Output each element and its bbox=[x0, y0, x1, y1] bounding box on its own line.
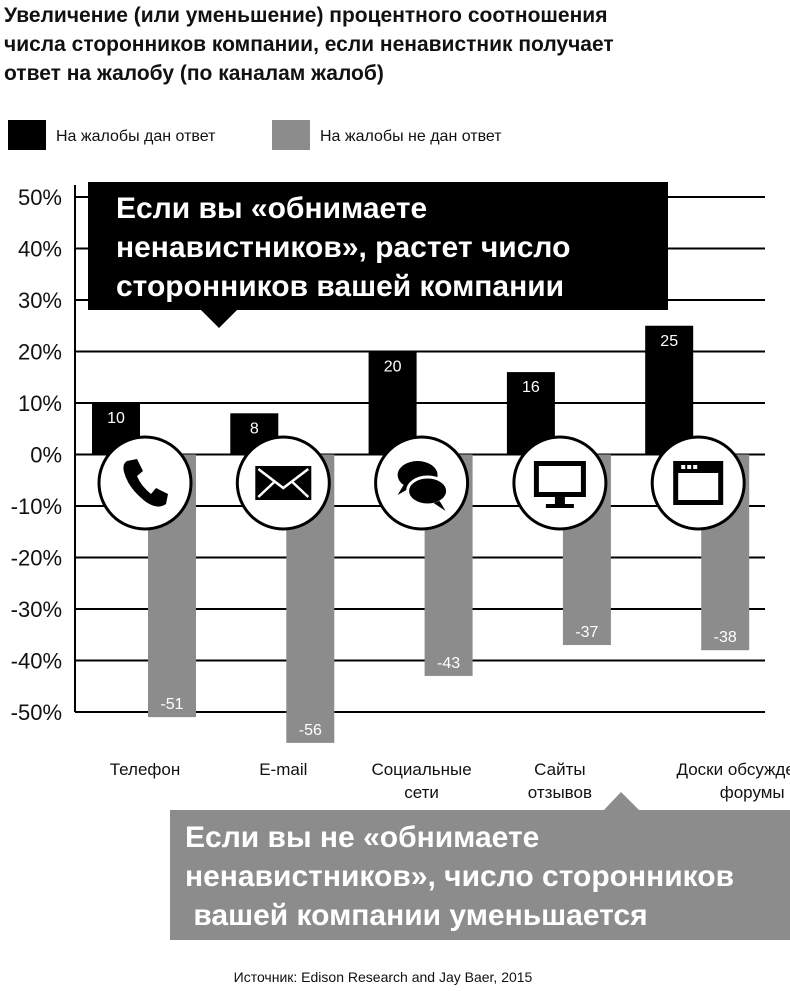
callout-text: Если вы «обнимаете ненавистников», растет… bbox=[116, 192, 570, 303]
icon-part bbox=[693, 465, 698, 469]
x-tick-label: Доски обсуждений/форумы bbox=[677, 760, 790, 802]
value-label: 8 bbox=[250, 420, 259, 437]
y-tick-label: -10% bbox=[11, 494, 62, 519]
callout-box bbox=[170, 810, 790, 940]
icon-part bbox=[433, 501, 446, 511]
x-tick-label: Телефон bbox=[110, 760, 181, 779]
icon-part bbox=[97, 435, 193, 531]
y-tick-label: 50% bbox=[18, 185, 62, 210]
icon-part bbox=[545, 504, 574, 508]
icons bbox=[97, 435, 746, 531]
value-label: 25 bbox=[660, 333, 678, 350]
legend-swatch bbox=[272, 120, 310, 150]
value-label: -56 bbox=[299, 722, 322, 739]
y-tick-label: 20% bbox=[18, 340, 62, 365]
icon-part bbox=[678, 473, 719, 500]
y-tick-label: 0% bbox=[30, 443, 62, 468]
icon-part bbox=[554, 497, 565, 505]
callout-pointer bbox=[200, 309, 238, 328]
y-tick-label: -40% bbox=[11, 649, 62, 674]
value-label: 16 bbox=[522, 379, 540, 396]
x-tick-label: Сайты отзывов bbox=[528, 760, 592, 802]
legend-swatch bbox=[8, 120, 46, 150]
icon-part bbox=[257, 468, 310, 498]
source: Источник: Edison Research and Jay Baer, … bbox=[234, 969, 533, 985]
icon-part bbox=[406, 475, 450, 507]
icon-part bbox=[687, 465, 692, 469]
y-tick-label: 10% bbox=[18, 391, 62, 416]
icon-part bbox=[538, 466, 581, 492]
value-label: -38 bbox=[714, 629, 737, 646]
icon-part bbox=[123, 459, 168, 507]
value-label: -51 bbox=[160, 696, 183, 713]
value-label: 20 bbox=[384, 359, 402, 376]
callout-box bbox=[88, 182, 668, 310]
value-label: -37 bbox=[575, 624, 598, 641]
y-tick-label: -50% bbox=[11, 700, 62, 725]
y-tick-label: 30% bbox=[18, 288, 62, 313]
callout-text: Если вы не «обнимаете ненавистников», чис… bbox=[185, 821, 734, 932]
legend-label: На жалобы дан ответ bbox=[56, 128, 216, 145]
y-tick-label: -20% bbox=[11, 546, 62, 571]
bar bbox=[645, 325, 694, 455]
icon-part bbox=[255, 466, 312, 500]
legend-label: На жалобы не дан ответ bbox=[320, 128, 502, 145]
value-label: -43 bbox=[437, 655, 460, 672]
callout-pointer bbox=[603, 792, 640, 811]
value-label: 10 bbox=[107, 410, 125, 427]
y-tick-label: -30% bbox=[11, 597, 62, 622]
icon-part bbox=[681, 465, 686, 469]
chart-title: Увеличение (или уменьшение) процентного … bbox=[4, 4, 614, 85]
x-tick-label: Социальные сети bbox=[371, 760, 471, 802]
y-tick-label: 40% bbox=[18, 237, 62, 262]
x-tick-label: E-mail bbox=[259, 760, 307, 779]
